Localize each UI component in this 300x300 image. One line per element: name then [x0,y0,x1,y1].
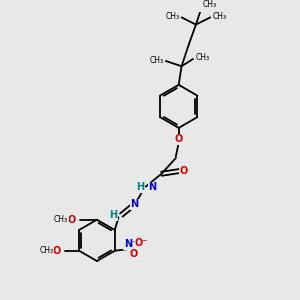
Text: N: N [148,182,157,192]
Text: N: N [130,200,138,209]
Text: H: H [109,210,117,220]
Text: O: O [179,166,188,176]
Text: CH₃: CH₃ [40,246,54,255]
Text: CH₃: CH₃ [165,12,179,21]
Text: CH₃: CH₃ [54,215,68,224]
Text: CH₃: CH₃ [196,53,210,62]
Text: N⁺: N⁺ [124,239,137,249]
Text: CH₃: CH₃ [202,0,217,9]
Text: O: O [68,215,76,225]
Text: CH₃: CH₃ [213,12,227,21]
Text: O: O [130,249,138,259]
Text: O: O [53,246,61,256]
Text: H: H [136,182,144,192]
Text: CH₃: CH₃ [149,56,164,65]
Text: O: O [175,134,183,144]
Text: O⁻: O⁻ [135,238,148,248]
